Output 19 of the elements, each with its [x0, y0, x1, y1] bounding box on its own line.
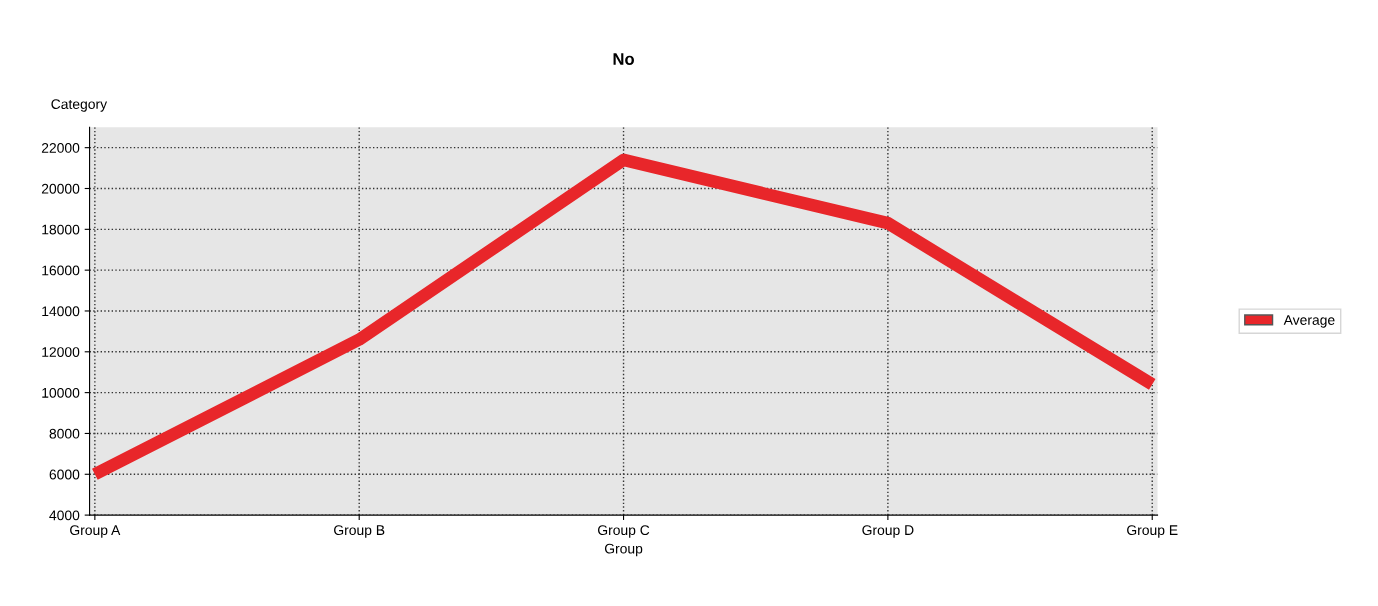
- y-tick-label: 4000: [49, 510, 80, 521]
- x-tick-label: Group E: [1127, 525, 1178, 538]
- chart-title: No: [613, 53, 634, 65]
- y-tick-label: 16000: [42, 265, 80, 276]
- y-tick-label: 14000: [42, 306, 80, 317]
- x-axis-title: Group: [604, 543, 643, 557]
- y-tick-label: 6000: [49, 469, 80, 480]
- legend-label: Average: [1283, 315, 1335, 328]
- y-axis-title: Category: [51, 99, 108, 112]
- x-tick-label: Group B: [334, 525, 385, 538]
- x-tick-label: Group D: [862, 525, 914, 538]
- y-tick-label: 8000: [49, 428, 80, 439]
- y-tick-label: 10000: [42, 387, 80, 398]
- y-tick-label: 12000: [42, 347, 80, 357]
- y-tick-label: 22000: [41, 143, 80, 153]
- y-tick-label: 20000: [41, 183, 80, 194]
- x-tick-label: Group C: [598, 525, 650, 538]
- x-tick-label: Group A: [70, 525, 121, 538]
- y-tick-label: 18000: [42, 224, 80, 235]
